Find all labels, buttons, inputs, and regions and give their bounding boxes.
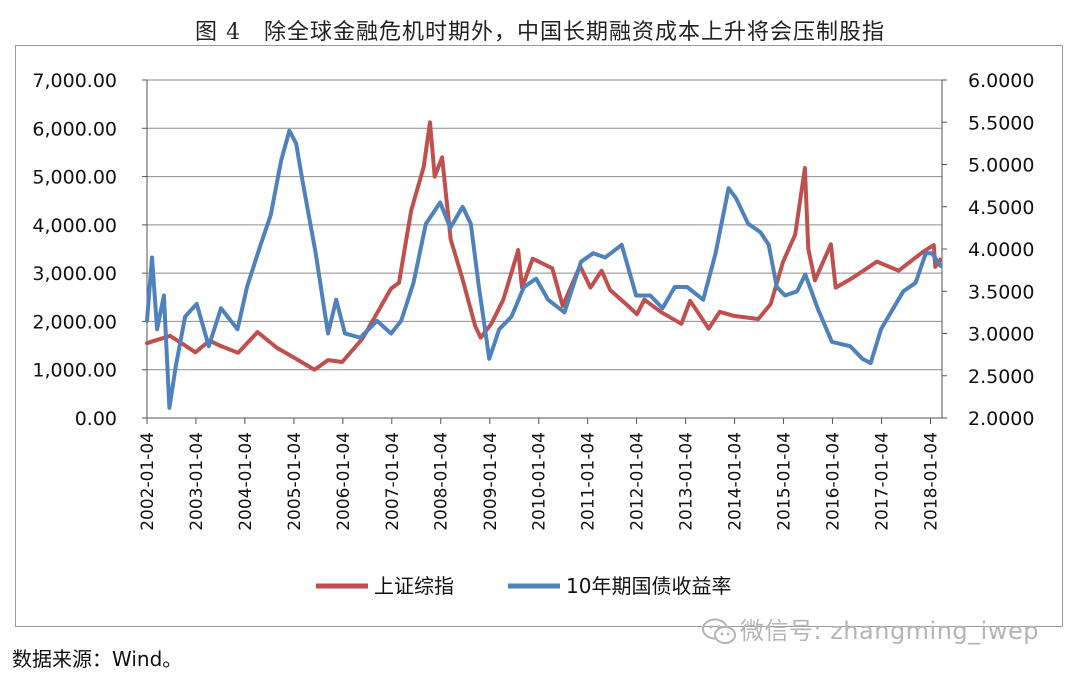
x-tick-label: 2004-01-04 [236, 432, 256, 531]
x-tick-label: 2015-01-04 [775, 432, 795, 531]
x-tick-label: 2008-01-04 [432, 432, 452, 531]
x-tick-label: 2016-01-04 [823, 432, 843, 531]
x-tick-label: 2006-01-04 [334, 432, 354, 531]
y-left-tick-label: 2,000.00 [32, 311, 117, 333]
y-right-tick-label: 3.0000 [968, 324, 1034, 346]
series-line-yield [145, 128, 943, 410]
y-right-tick-label: 4.5000 [968, 197, 1034, 219]
y-left-tick-label: 5,000.00 [32, 167, 117, 189]
legend-label-yield: 10年期国债收益率 [566, 574, 731, 598]
x-tick-label: 2012-01-04 [628, 432, 648, 531]
x-tick-label: 2011-01-04 [579, 432, 599, 531]
x-tick-label: 2010-01-04 [530, 432, 550, 531]
series-line-index [145, 120, 943, 372]
y-right-tick-label: 5.0000 [968, 155, 1034, 177]
watermark-text: 微信号: zhangming_iwep [740, 617, 1039, 645]
legend-label-index: 上证综指 [374, 574, 454, 598]
source-note: 数据来源：Wind。 [12, 647, 183, 671]
y-left-tick-label: 0.00 [75, 408, 117, 430]
x-tick-label: 2007-01-04 [383, 432, 403, 531]
x-tick-label: 2009-01-04 [481, 432, 501, 531]
y-left-tick-label: 6,000.00 [32, 118, 117, 140]
wechat-icon [702, 618, 736, 644]
y-right-tick-label: 6.0000 [968, 70, 1034, 92]
y-right-tick-label: 2.5000 [968, 366, 1034, 388]
y-right-tick-label: 2.0000 [968, 408, 1034, 430]
chart-title: 图 4 除全球金融危机时期外，中国长期融资成本上升将会压制股指 [195, 20, 885, 45]
x-tick-label: 2017-01-04 [873, 432, 893, 531]
x-tick-label: 2003-01-04 [187, 432, 207, 531]
y-left-tick-label: 1,000.00 [32, 360, 117, 382]
y-left-tick-label: 4,000.00 [32, 215, 117, 237]
y-right-tick-label: 4.0000 [968, 239, 1034, 261]
y-left-tick-label: 3,000.00 [32, 263, 117, 285]
x-tick-label: 2005-01-04 [285, 432, 305, 531]
y-right-tick-label: 3.5000 [968, 281, 1034, 303]
y-left-tick-label: 7,000.00 [32, 70, 117, 92]
y-right-tick-label: 5.5000 [968, 112, 1034, 134]
x-tick-label: 2018-01-04 [921, 432, 941, 531]
chart-frame [15, 45, 1063, 627]
x-tick-label: 2014-01-04 [726, 432, 746, 531]
x-tick-label: 2013-01-04 [677, 432, 697, 531]
watermark: 微信号: zhangming_iwep [702, 611, 1039, 646]
x-tick-label: 2002-01-04 [138, 432, 158, 531]
